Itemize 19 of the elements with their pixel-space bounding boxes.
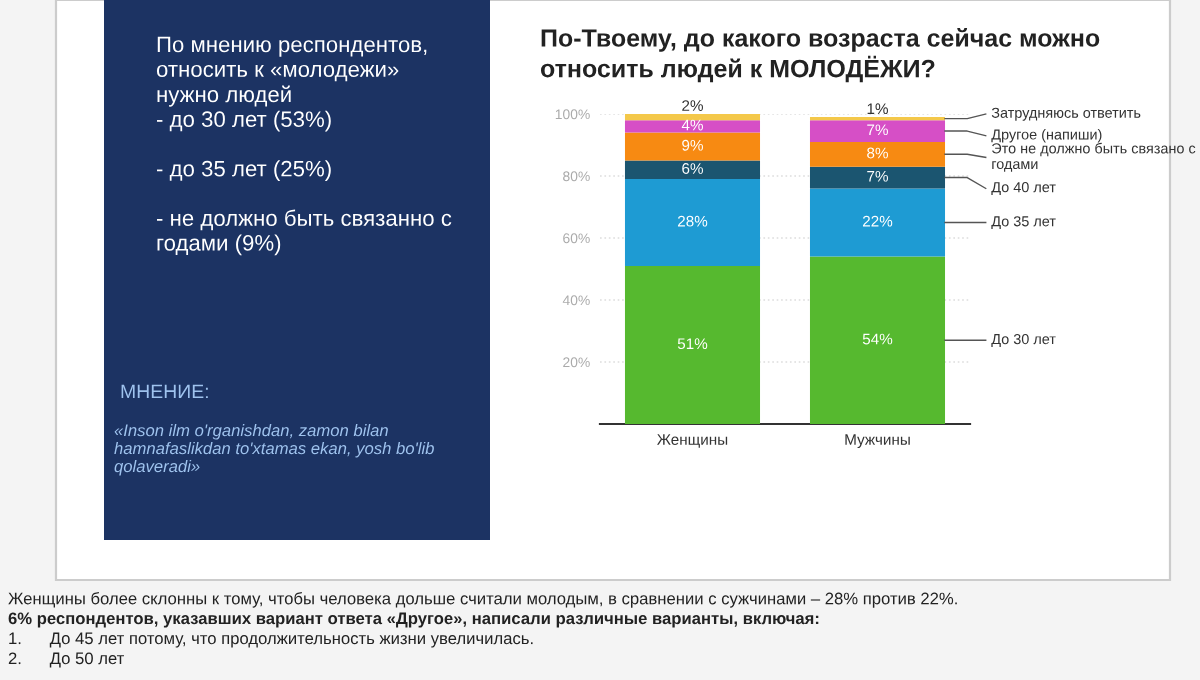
text: Женщины более склонны к тому, чтобы человека дольше считали молодым, в сравнении с сужчинами – 28% против 22%. [8, 592, 957, 608]
bar [809, 188, 946, 257]
bar [624, 179, 761, 266]
text: 1. До 45 лет потому, что продолжительность жизни увеличилась. [9, 632, 533, 648]
text: 2. До 50 лет [8, 652, 125, 668]
bar [809, 141, 946, 167]
bar [809, 166, 946, 189]
text: По мнению респондентов, относить к «молодежи» нужно людей - до 30 лет (53%) - до 35 лет (25%) - не должно быть связанно с годами (9%) [156, 36, 452, 256]
bar [624, 120, 761, 133]
bar [624, 160, 761, 180]
bar [809, 256, 946, 424]
bar [624, 114, 761, 121]
text: «Inson ilm o'rganishdan, zamon bilan hamnafaslikdan to'xtamas ekan, yosh bo'lib qolaveradi» [114, 424, 434, 476]
bar [624, 265, 761, 424]
chart-title: По-Твоему, до какого возраста сейчас можно относить людей к МОЛОДЁЖИ? [540, 28, 1100, 83]
text: 6% респондентов, указавших вариант ответа «Другое», написали различные варианты, включая: [8, 612, 819, 628]
bar [624, 132, 761, 161]
text: МНЕНИЕ: [121, 384, 208, 399]
bar [809, 120, 946, 142]
